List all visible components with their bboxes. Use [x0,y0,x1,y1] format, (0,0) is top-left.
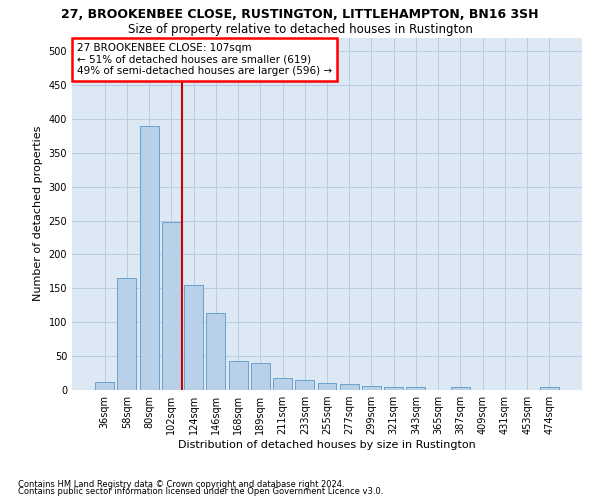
Bar [384,386,403,390]
Bar [406,388,425,390]
Bar [184,285,203,390]
Bar [317,383,337,390]
Bar [95,382,114,390]
Bar [540,386,559,390]
Bar [206,314,225,390]
Text: Contains public sector information licensed under the Open Government Licence v3: Contains public sector information licen… [18,487,383,496]
Y-axis label: Number of detached properties: Number of detached properties [33,126,43,302]
Bar [140,126,158,390]
X-axis label: Distribution of detached houses by size in Rustington: Distribution of detached houses by size … [178,440,476,450]
Bar [273,378,292,390]
Bar [229,361,248,390]
Text: Size of property relative to detached houses in Rustington: Size of property relative to detached ho… [128,22,472,36]
Text: 27 BROOKENBEE CLOSE: 107sqm
← 51% of detached houses are smaller (619)
49% of se: 27 BROOKENBEE CLOSE: 107sqm ← 51% of det… [77,43,332,76]
Bar [340,384,359,390]
Text: Contains HM Land Registry data © Crown copyright and database right 2024.: Contains HM Land Registry data © Crown c… [18,480,344,489]
Bar [362,386,381,390]
Bar [295,380,314,390]
Bar [251,363,270,390]
Bar [162,222,181,390]
Bar [118,278,136,390]
Bar [451,386,470,390]
Text: 27, BROOKENBEE CLOSE, RUSTINGTON, LITTLEHAMPTON, BN16 3SH: 27, BROOKENBEE CLOSE, RUSTINGTON, LITTLE… [61,8,539,20]
